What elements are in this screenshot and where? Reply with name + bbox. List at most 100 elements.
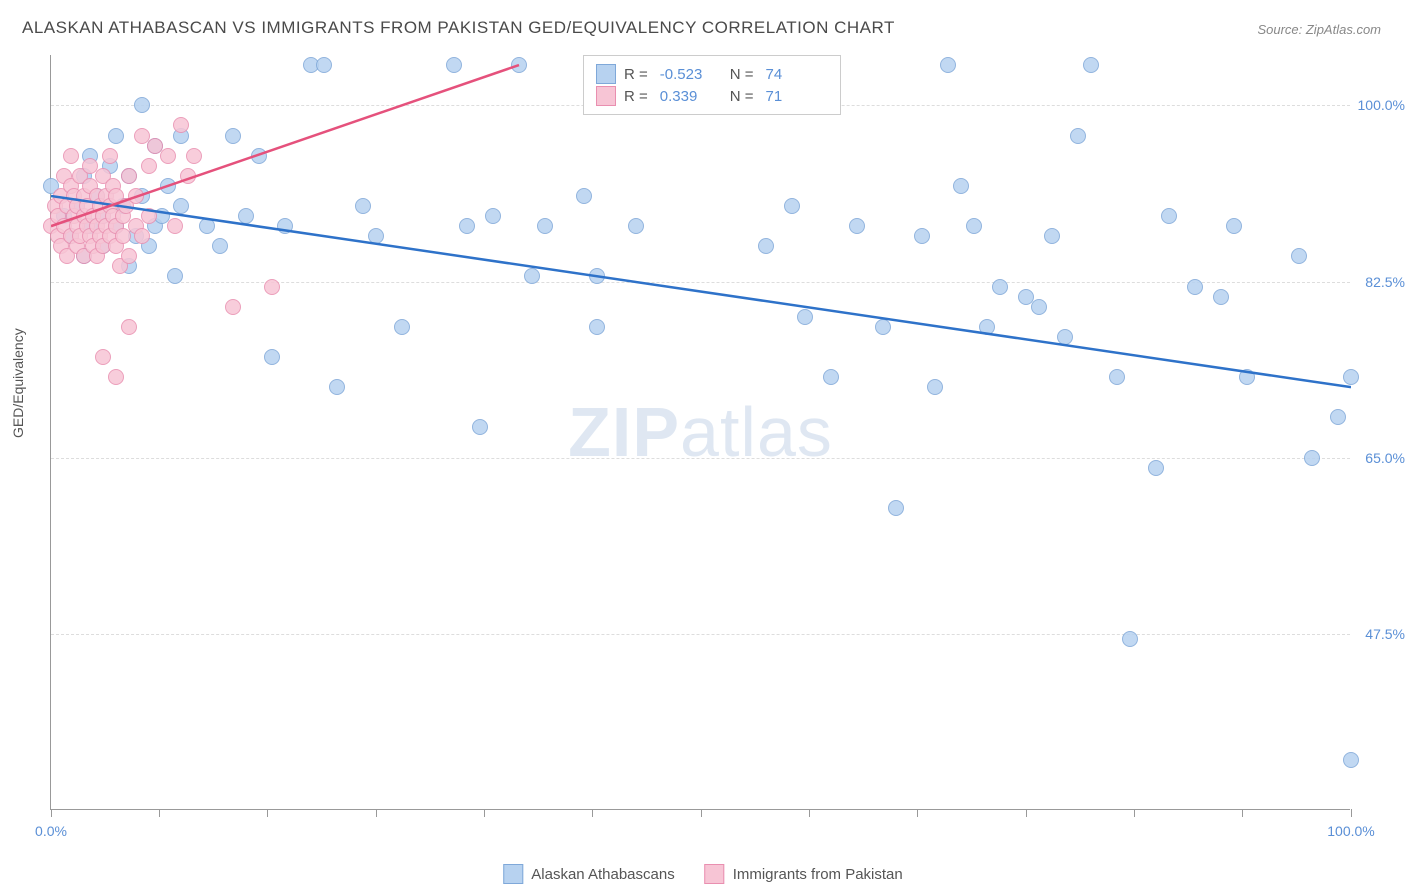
scatter-point <box>355 198 371 214</box>
x-tick <box>1026 809 1027 817</box>
scatter-point <box>524 268 540 284</box>
scatter-point <box>167 218 183 234</box>
scatter-point <box>849 218 865 234</box>
legend-swatch <box>596 86 616 106</box>
scatter-point <box>1031 299 1047 315</box>
scatter-point <box>888 500 904 516</box>
x-tick <box>701 809 702 817</box>
scatter-point <box>277 218 293 234</box>
scatter-point <box>394 319 410 335</box>
scatter-point <box>95 349 111 365</box>
scatter-point <box>472 419 488 435</box>
watermark: ZIPatlas <box>568 392 833 472</box>
scatter-point <box>225 128 241 144</box>
scatter-point <box>1226 218 1242 234</box>
scatter-point <box>953 178 969 194</box>
scatter-point <box>225 299 241 315</box>
scatter-point <box>927 379 943 395</box>
scatter-point <box>446 57 462 73</box>
scatter-point <box>589 268 605 284</box>
scatter-point <box>134 228 150 244</box>
plot-area: ZIPatlas 100.0%82.5%65.0%47.5%0.0%100.0% <box>50 55 1350 810</box>
x-tick <box>1134 809 1135 817</box>
scatter-point <box>1057 329 1073 345</box>
scatter-point <box>628 218 644 234</box>
scatter-point <box>823 369 839 385</box>
legend-swatch <box>596 64 616 84</box>
trend-lines <box>51 55 1351 810</box>
scatter-point <box>940 57 956 73</box>
r-label: R = <box>624 88 648 105</box>
legend-swatch <box>503 864 523 884</box>
scatter-point <box>1148 460 1164 476</box>
scatter-point <box>173 198 189 214</box>
stats-legend: R =-0.523N =74R =0.339N =71 <box>583 55 841 115</box>
gridline <box>51 458 1350 459</box>
scatter-point <box>1161 208 1177 224</box>
scatter-point <box>758 238 774 254</box>
legend-label: Immigrants from Pakistan <box>733 866 903 883</box>
x-tick <box>159 809 160 817</box>
gridline <box>51 634 1350 635</box>
scatter-point <box>1343 369 1359 385</box>
stats-legend-row: R =-0.523N =74 <box>596 64 828 84</box>
chart-container: ALASKAN ATHABASCAN VS IMMIGRANTS FROM PA… <box>0 0 1406 892</box>
scatter-point <box>121 248 137 264</box>
scatter-point <box>485 208 501 224</box>
scatter-point <box>238 208 254 224</box>
scatter-point <box>1304 450 1320 466</box>
scatter-point <box>576 188 592 204</box>
x-tick <box>51 809 52 817</box>
scatter-point <box>1187 279 1203 295</box>
r-label: R = <box>624 66 648 83</box>
n-value: 74 <box>766 66 816 83</box>
scatter-point <box>511 57 527 73</box>
scatter-point <box>251 148 267 164</box>
scatter-point <box>1083 57 1099 73</box>
chart-title: ALASKAN ATHABASCAN VS IMMIGRANTS FROM PA… <box>22 18 895 38</box>
gridline <box>51 282 1350 283</box>
x-tick <box>809 809 810 817</box>
scatter-point <box>180 168 196 184</box>
n-label: N = <box>730 66 754 83</box>
x-tick-label: 0.0% <box>35 823 67 839</box>
scatter-point <box>537 218 553 234</box>
scatter-point <box>979 319 995 335</box>
scatter-point <box>173 117 189 133</box>
scatter-point <box>160 178 176 194</box>
x-tick <box>1351 809 1352 817</box>
scatter-point <box>784 198 800 214</box>
scatter-point <box>134 97 150 113</box>
y-tick-label: 65.0% <box>1365 450 1405 466</box>
x-tick <box>1242 809 1243 817</box>
scatter-point <box>167 268 183 284</box>
scatter-point <box>121 319 137 335</box>
r-value: 0.339 <box>660 88 710 105</box>
legend-label: Alaskan Athabascans <box>531 866 674 883</box>
x-tick-label: 100.0% <box>1327 823 1374 839</box>
scatter-point <box>102 148 118 164</box>
scatter-point <box>1343 752 1359 768</box>
source-attribution: Source: ZipAtlas.com <box>1257 22 1381 37</box>
scatter-point <box>141 158 157 174</box>
scatter-point <box>1330 409 1346 425</box>
scatter-point <box>186 148 202 164</box>
legend-swatch <box>705 864 725 884</box>
scatter-point <box>63 148 79 164</box>
scatter-point <box>128 188 144 204</box>
x-tick <box>592 809 593 817</box>
scatter-point <box>589 319 605 335</box>
scatter-point <box>121 168 137 184</box>
scatter-point <box>1109 369 1125 385</box>
y-tick-label: 100.0% <box>1358 97 1405 113</box>
scatter-point <box>1122 631 1138 647</box>
scatter-point <box>1070 128 1086 144</box>
legend-item: Alaskan Athabascans <box>503 864 674 884</box>
y-tick-label: 47.5% <box>1365 626 1405 642</box>
scatter-point <box>1044 228 1060 244</box>
scatter-point <box>1213 289 1229 305</box>
scatter-point <box>368 228 384 244</box>
scatter-point <box>459 218 475 234</box>
n-label: N = <box>730 88 754 105</box>
scatter-point <box>316 57 332 73</box>
